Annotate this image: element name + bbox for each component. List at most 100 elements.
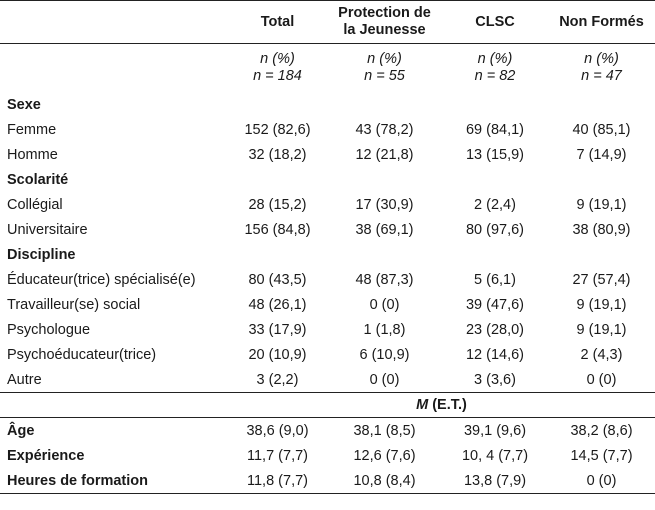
table-cell: 10,8 (8,4) <box>327 468 442 494</box>
row-label: Éducateur(trice) spécialisé(e) <box>7 271 196 288</box>
table-cell: 0 (0) <box>369 296 400 313</box>
table-cell: 27 (57,4) <box>572 271 631 288</box>
table-cell: 38,1 (8,5) <box>353 422 416 439</box>
table-cell: 48 (87,3) <box>355 271 414 288</box>
column-header-protection-line2: la Jeunesse <box>343 22 426 38</box>
row-label: Collégial <box>7 196 63 213</box>
sample-size-cell: n (%) n = 47 <box>548 44 655 93</box>
mean-row: Heures de formation 11,8 (7,7) 10,8 (8,4) 1… <box>0 468 655 494</box>
column-header-non-formes: Non Formés <box>548 0 655 44</box>
table-cell: 38,2 (8,6) <box>570 422 633 439</box>
section-header-row: Sexe <box>0 92 655 117</box>
table-cell: 17 (30,9) <box>355 196 414 213</box>
table-cell: 80 (43,5) <box>248 271 307 288</box>
mean-row: Âge 38,6 (9,0) 38,1 (8,5) 39,1 (9,6) 38,2 (8… <box>0 418 655 444</box>
sample-size-cell: n (%) n = 55 <box>327 44 442 93</box>
n-percent-label: n (%) <box>367 51 402 67</box>
table-cell: 12 (21,8) <box>355 146 414 163</box>
table-cell: 11,8 (7,7) <box>228 468 327 494</box>
header-blank-cell <box>0 0 228 44</box>
mean-sd-header-blank <box>0 392 228 418</box>
table-row: Collégial 28 (15,2) 17 (30,9) 2 (2,4) 9 (19,… <box>0 192 655 217</box>
table-cell: 0 (0) <box>548 468 655 494</box>
table-row: Autre 3 (2,2) 0 (0) 3 (3,6) 0 (0) <box>0 367 655 393</box>
n-percent-label: n (%) <box>584 51 619 67</box>
column-header-clsc: CLSC <box>442 0 548 44</box>
n-percent-label: n (%) <box>477 51 513 67</box>
table-cell: 0 (0) <box>369 371 400 388</box>
mean-sd-header: M (E.T.) <box>228 392 655 418</box>
column-header-protection-line1: Protection de <box>338 5 431 21</box>
table-cell: 39 (47,6) <box>465 296 525 313</box>
table-cell: 10, 4 (7,7) <box>461 447 529 464</box>
table-cell: 38 (80,9) <box>572 221 631 238</box>
table-header-row: Total Protection de la Jeunesse CLSC Non … <box>0 0 655 44</box>
section-title: Sexe <box>7 96 41 113</box>
table-cell: 12,6 (7,6) <box>353 447 416 464</box>
table-cell: 3 (3,6) <box>474 371 516 388</box>
table-cell: 11,7 (7,7) <box>247 447 308 464</box>
table-row: Psychoéducateur(trice) 20 (10,9) 6 (10,9) 1… <box>0 342 655 367</box>
section-title: Discipline <box>7 246 76 263</box>
table-row: Universitaire 156 (84,8) 38 (69,1) 80 (97,6… <box>0 217 655 242</box>
table-cell: 32 (18,2) <box>248 146 307 163</box>
table-cell: 5 (6,1) <box>474 271 516 288</box>
table-cell: 152 (82,6) <box>244 121 311 138</box>
row-label: Psychologue <box>7 321 91 338</box>
table-cell: 23 (28,0) <box>465 321 525 338</box>
row-label: Psychoéducateur(trice) <box>7 346 157 363</box>
table-cell: 7 (14,9) <box>576 146 627 163</box>
table-cell: 9 (19,1) <box>576 321 627 338</box>
column-header-total-text: Total <box>260 13 295 30</box>
mean-symbol: M <box>416 397 429 413</box>
row-label: Femme <box>7 121 57 138</box>
sample-size-cell: n (%) n = 82 <box>442 44 548 93</box>
sample-size-row: n (%) n = 184 n (%) n = 55 n (%) n = 82 n (… <box>0 44 655 93</box>
row-label: Expérience <box>7 447 85 464</box>
table-cell: 13,8 (7,9) <box>442 468 548 494</box>
column-header-clsc-text: CLSC <box>475 13 515 30</box>
mean-sd-header-row: M (E.T.) <box>0 392 655 418</box>
row-label: Universitaire <box>7 221 88 238</box>
row-label: Travailleur(se) social <box>7 296 141 313</box>
table-cell: 2 (4,3) <box>580 346 623 363</box>
table-cell: 80 (97,6) <box>465 221 525 238</box>
table-cell: 6 (10,9) <box>359 346 410 363</box>
mean-row: Expérience 11,7 (7,7) 12,6 (7,6) 10, 4 (7,7… <box>0 443 655 468</box>
row-label: Âge <box>7 422 35 439</box>
table-cell: 38 (69,1) <box>355 221 414 238</box>
table-cell: 39,1 (9,6) <box>463 422 527 439</box>
table-cell: 43 (78,2) <box>355 121 414 138</box>
section-header-row: Scolarité <box>0 167 655 192</box>
table-cell: 12 (14,6) <box>465 346 525 363</box>
table-cell: 20 (10,9) <box>248 346 307 363</box>
table-cell: 156 (84,8) <box>244 221 311 238</box>
table-cell: 14,5 (7,7) <box>570 447 633 464</box>
table-cell: 40 (85,1) <box>572 121 631 138</box>
row-label: Homme <box>7 146 58 163</box>
sd-label: (E.T.) <box>428 397 467 413</box>
table-cell: 48 (26,1) <box>248 296 307 313</box>
table-row: Femme 152 (82,6) 43 (78,2) 69 (84,1) 40 (85,… <box>0 117 655 142</box>
n-count: n = 55 <box>364 68 405 84</box>
section-header-row: Discipline <box>0 242 655 267</box>
table-cell: 33 (17,9) <box>248 321 307 338</box>
n-count: n = 47 <box>581 68 622 84</box>
table-cell: 9 (19,1) <box>576 296 627 313</box>
table-cell: 13 (15,9) <box>465 146 525 163</box>
n-percent-label: n (%) <box>260 51 295 67</box>
table-cell: 38,6 (9,0) <box>246 422 309 439</box>
table-cell: 2 (2,4) <box>474 196 516 213</box>
sample-size-cell: n (%) n = 184 <box>228 44 327 93</box>
table-cell: 1 (1,8) <box>363 321 406 338</box>
section-title: Scolarité <box>7 171 69 188</box>
table-cell: 0 (0) <box>586 371 617 388</box>
sample-size-label-cell <box>0 44 228 93</box>
n-count: n = 82 <box>474 68 516 84</box>
table-row: Travailleur(se) social 48 (26,1) 0 (0) 39 (… <box>0 292 655 317</box>
table-body: n (%) n = 184 n (%) n = 55 n (%) n = 82 n (… <box>0 44 655 494</box>
table-cell: 9 (19,1) <box>576 196 627 213</box>
table-cell: 28 (15,2) <box>248 196 307 213</box>
row-label: Heures de formation <box>0 468 228 494</box>
